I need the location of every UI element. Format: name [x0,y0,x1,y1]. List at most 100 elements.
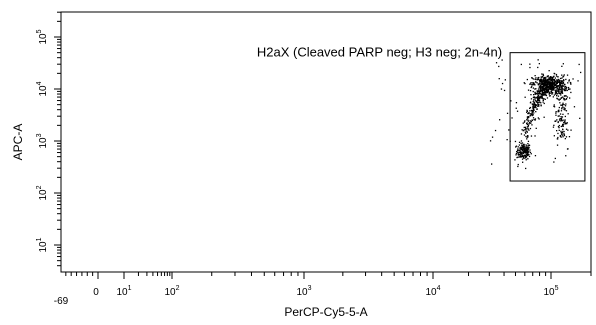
data-point [558,129,560,131]
data-point [525,156,528,158]
data-point [535,78,537,81]
data-point [550,80,552,82]
data-point [526,136,528,138]
data-point [552,92,554,94]
data-point [525,152,528,154]
data-point [545,94,548,97]
data-point [566,74,569,76]
data-point [527,151,529,154]
data-point [518,154,520,156]
data-point [526,153,528,156]
data-point [549,95,551,97]
data-point [534,91,536,93]
data-point [533,109,535,111]
data-point [531,111,533,113]
data-point [551,89,553,91]
data-point [541,89,543,91]
data-point [539,97,541,99]
data-point [538,78,540,81]
data-point [541,82,543,85]
data-point [525,146,528,149]
data-point [515,146,517,148]
data-point [553,80,555,82]
data-point [541,75,543,78]
y-tick-label: 103 [36,133,49,148]
data-point [532,106,534,108]
data-point [538,97,541,100]
data-point [529,127,532,130]
data-point [526,130,528,132]
data-point [542,79,544,81]
data-point [558,98,560,100]
data-point [516,110,519,112]
data-point [555,111,557,113]
data-point [522,130,524,132]
y-tick-label: 101 [36,237,49,252]
data-point [523,149,526,152]
data-point [522,155,524,158]
data-point [539,78,542,81]
data-point [540,76,542,78]
data-point [494,129,497,132]
data-point [560,83,562,85]
data-point [557,95,560,97]
data-point [554,92,556,94]
data-point [528,146,530,149]
data-point [553,135,555,137]
data-point [559,98,561,100]
data-point [528,123,530,125]
gate-label[interactable]: H2aX (Cleaved PARP neg; H3 neg; 2n-4n) [257,45,502,60]
data-point [552,82,554,85]
data-point [548,92,550,94]
data-point [539,85,542,87]
gate-rectangle[interactable] [509,52,586,182]
data-point [558,115,560,117]
data-point [548,85,551,87]
data-point [546,88,548,90]
data-point [535,127,537,129]
data-point [565,155,567,157]
data-point [566,96,569,98]
data-point [539,89,541,91]
data-point [553,124,555,126]
data-point [523,121,526,123]
data-point [550,87,552,89]
data-point [526,123,529,126]
data-point [527,119,529,121]
data-point [523,126,525,129]
data-point [565,136,568,138]
data-point [516,151,518,153]
data-point [523,82,525,84]
data-point [535,111,537,113]
data-point [528,129,530,131]
data-point [533,102,535,104]
data-point [557,121,559,124]
data-point [547,75,549,77]
data-point [544,93,546,95]
data-point [539,83,541,85]
data-point [517,146,519,148]
data-point [534,105,537,107]
data-point [540,102,542,104]
data-point [558,79,560,81]
data-point [537,59,539,61]
data-point [506,139,508,141]
data-point [542,101,544,103]
data-point [562,123,564,126]
data-point [556,144,559,146]
data-point [520,140,523,142]
data-point [538,118,540,120]
data-point [562,82,565,84]
data-point [515,145,518,147]
data-point [525,155,527,157]
data-point [556,79,558,81]
data-point [553,94,555,96]
data-point [538,105,540,107]
data-point [559,113,562,115]
data-point [562,76,564,78]
data-point [553,87,555,89]
data-point [562,75,565,77]
data-point [498,78,500,80]
data-point [552,84,554,86]
data-point [561,90,563,93]
